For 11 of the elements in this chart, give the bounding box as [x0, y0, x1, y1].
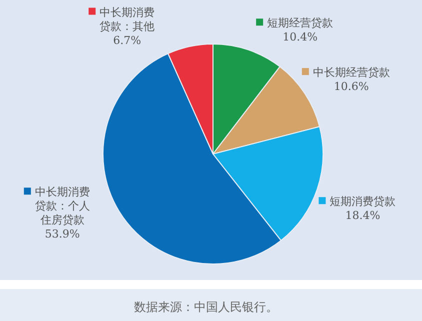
legend-label: 短期经营贷款: [267, 16, 334, 30]
data-label: 53.9%: [44, 228, 80, 241]
data-label: 10.4%: [282, 30, 318, 44]
legend-label: 中长期消费贷款：个人住房贷款: [34, 186, 90, 227]
legend-label: 短期消费贷款: [330, 195, 396, 208]
data-label: 18.4%: [345, 209, 380, 222]
data-label: 10.6%: [334, 80, 369, 94]
legend-label: 中长期经营贷款: [312, 66, 390, 80]
legend-label: 中长期消费贷款：其他: [100, 6, 155, 33]
data-label: 6.7%: [113, 34, 142, 47]
source-note: 数据来源：中国人民银行。: [133, 299, 279, 316]
